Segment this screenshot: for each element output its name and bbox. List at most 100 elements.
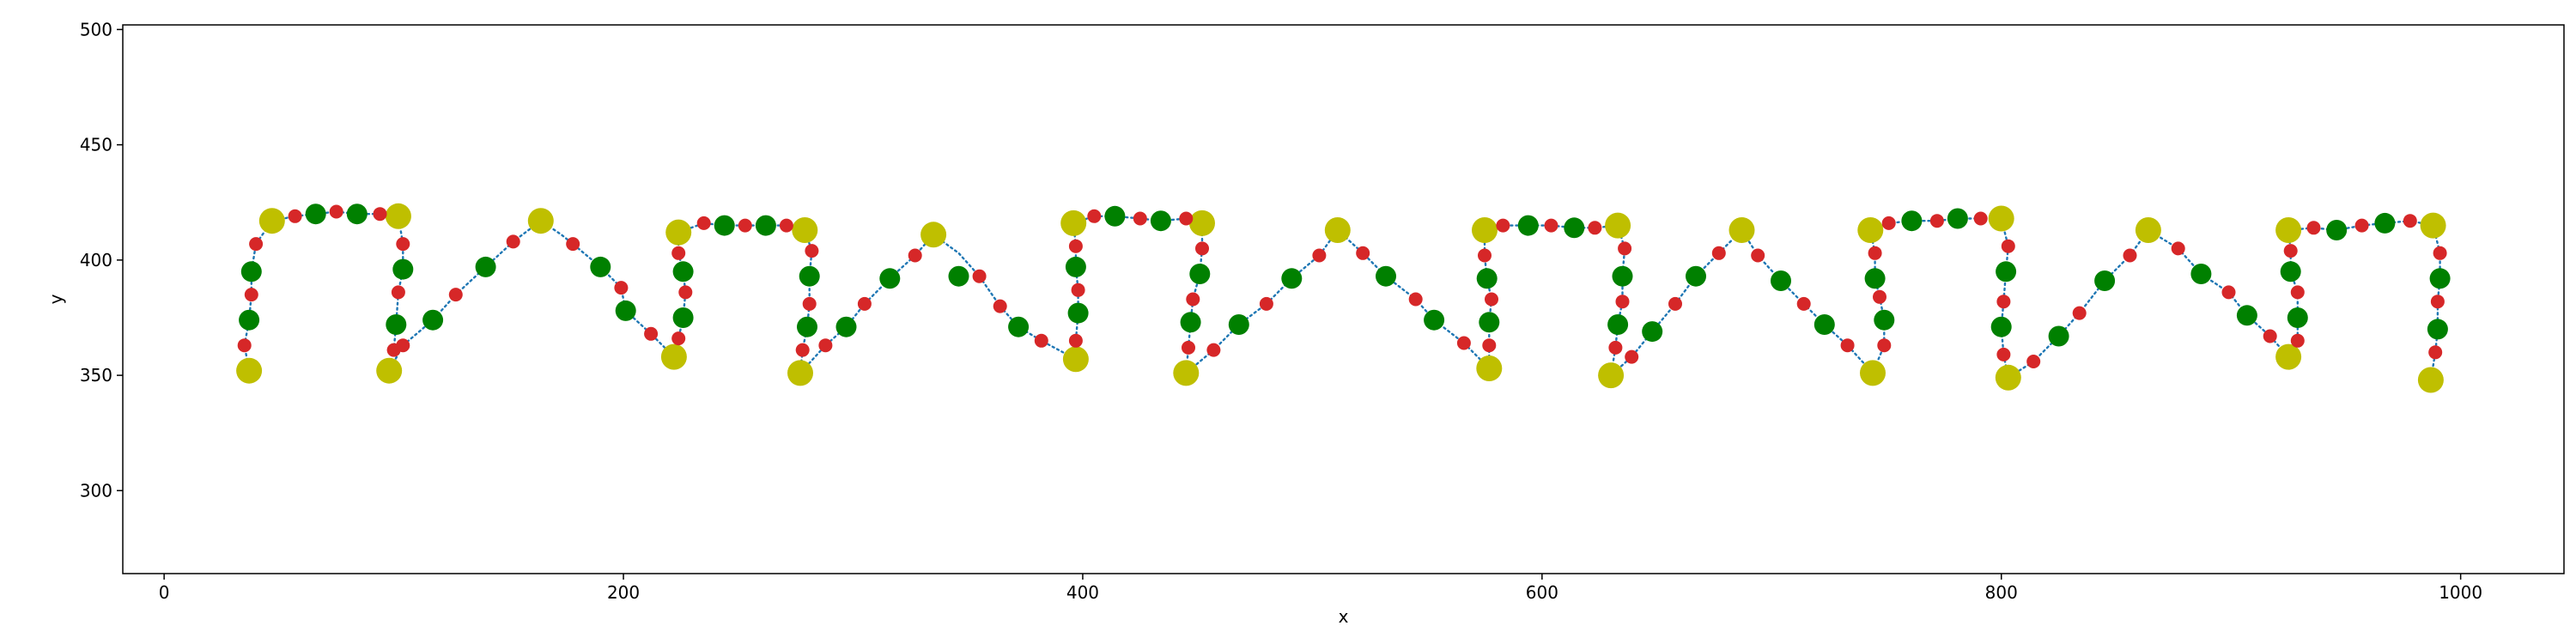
large-point: [376, 357, 403, 384]
large-point: [920, 222, 947, 248]
x-tick-label: 0: [159, 582, 170, 603]
small-point: [1881, 216, 1896, 230]
small-point: [779, 218, 793, 233]
medium-point: [835, 316, 857, 337]
medium-point: [1281, 268, 1303, 289]
medium-point: [1476, 268, 1498, 289]
small-point: [1625, 349, 1639, 364]
small-point: [448, 288, 463, 302]
medium-point: [755, 215, 776, 236]
medium-point: [1947, 208, 1968, 229]
medium-point: [672, 307, 694, 328]
medium-point: [1864, 268, 1886, 289]
medium-point: [2326, 220, 2348, 240]
x-tick-label: 200: [607, 582, 640, 603]
medium-point: [305, 204, 326, 225]
small-point: [396, 338, 410, 353]
large-point: [1605, 212, 1631, 239]
large-point: [1995, 364, 2021, 391]
large-point: [1173, 360, 1200, 386]
large-point: [1062, 346, 1089, 373]
small-point: [1071, 283, 1085, 297]
medium-point: [1814, 314, 1835, 335]
small-point: [1496, 218, 1510, 233]
small-point: [2306, 221, 2321, 235]
x-axis-label: x: [1339, 606, 1349, 627]
medium-point: [2236, 305, 2257, 326]
small-point: [2263, 329, 2277, 343]
small-point: [802, 296, 817, 311]
small-point: [1133, 211, 1147, 226]
small-point: [1195, 241, 1209, 256]
small-point: [2001, 239, 2015, 253]
y-axis-label: y: [46, 294, 66, 304]
small-point: [1179, 211, 1194, 226]
small-point: [972, 269, 987, 283]
medium-point: [2190, 264, 2212, 284]
y-tick-label: 450: [80, 135, 112, 155]
large-point: [1189, 210, 1215, 236]
small-point: [1996, 295, 2011, 309]
small-point: [288, 209, 302, 223]
medium-point: [386, 314, 407, 335]
small-point: [1259, 296, 1273, 311]
large-point: [792, 217, 818, 243]
medium-point: [799, 265, 820, 287]
small-point: [237, 338, 252, 353]
small-point: [1588, 221, 1602, 235]
small-point: [1840, 338, 1855, 353]
large-point: [2420, 212, 2446, 239]
medium-point: [1065, 256, 1086, 277]
small-point: [2433, 246, 2447, 260]
medium-point: [1901, 210, 1923, 232]
small-point: [2290, 285, 2305, 300]
small-point: [671, 331, 686, 346]
small-point: [1929, 214, 1944, 228]
small-point: [644, 326, 659, 341]
medium-point: [346, 204, 368, 225]
small-point: [1182, 340, 1195, 355]
small-point: [2403, 214, 2417, 228]
small-point: [1868, 246, 1882, 260]
medium-point: [2094, 270, 2116, 291]
small-point: [1186, 292, 1200, 307]
medium-point: [1996, 261, 2017, 283]
plot-frame: [122, 24, 2565, 574]
small-point: [1618, 241, 1632, 256]
x-tick-label: 800: [1985, 582, 2018, 603]
medium-point: [1517, 215, 1539, 236]
small-point: [795, 343, 810, 357]
x-tick-label: 1000: [2439, 582, 2482, 603]
small-point: [329, 204, 343, 219]
medium-point: [1771, 270, 1791, 291]
small-point: [1356, 246, 1370, 260]
small-point: [391, 285, 405, 300]
medium-point: [1564, 217, 1585, 239]
medium-point: [2287, 307, 2308, 328]
small-point: [2171, 241, 2185, 256]
small-point: [1456, 336, 1471, 350]
medium-point: [240, 261, 262, 283]
small-point: [2354, 218, 2369, 233]
medium-point: [1180, 312, 1201, 333]
y-tick-label: 350: [80, 365, 112, 386]
medium-point: [1424, 309, 1445, 331]
medium-point: [672, 261, 694, 283]
large-point: [1476, 355, 1503, 381]
medium-point: [1686, 265, 1706, 287]
plot-area: [236, 203, 2451, 393]
medium-point: [714, 215, 735, 236]
medium-point: [1189, 264, 1211, 284]
x-axis: 0 200 400 600 800 1000: [159, 574, 2482, 603]
small-point: [1996, 347, 2011, 361]
small-point: [1615, 295, 1630, 309]
small-point: [993, 299, 1007, 313]
large-point: [660, 343, 687, 370]
medium-point: [1008, 316, 1030, 337]
large-point: [258, 208, 285, 234]
large-point: [2135, 217, 2161, 243]
small-point: [908, 248, 922, 263]
x-tick-label: 600: [1526, 582, 1558, 603]
small-point: [818, 338, 833, 353]
large-point: [1324, 217, 1351, 243]
